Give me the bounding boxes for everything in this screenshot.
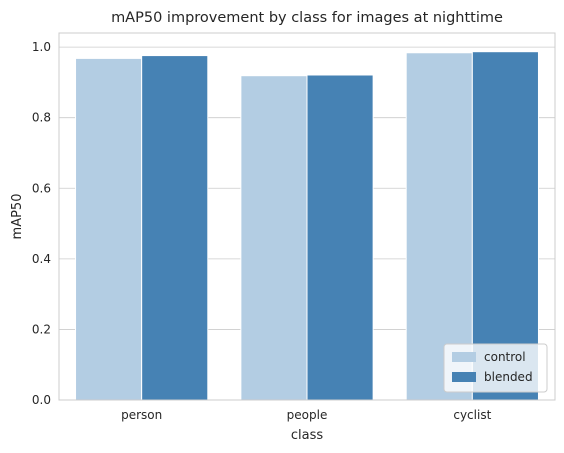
y-tick-label: 0.2 <box>32 322 51 336</box>
y-tick-label: 0.4 <box>32 252 51 266</box>
bar-blended-people <box>306 74 374 401</box>
bar-control-people <box>240 75 308 401</box>
y-tick-labels: 0.0 0.2 0.4 0.6 0.8 1.0 <box>32 40 51 407</box>
x-tick-labels: person people cyclist <box>121 408 491 422</box>
legend: control blended <box>443 343 548 393</box>
y-tick-label: 0.0 <box>32 393 51 407</box>
x-axis-title: class <box>291 428 323 443</box>
legend-label-control: control <box>484 350 526 364</box>
x-tick-label: people <box>287 408 328 422</box>
chart-title: mAP50 improvement by class for images at… <box>111 10 503 26</box>
y-tick-label: 0.6 <box>32 181 51 195</box>
legend-swatch-control <box>452 352 476 362</box>
legend-swatch-blended <box>452 372 476 382</box>
bar-blended-cyclist <box>471 51 539 401</box>
legend-label-blended: blended <box>484 370 533 384</box>
x-tick-label: cyclist <box>453 408 491 422</box>
bar-blended-person <box>141 55 209 401</box>
y-tick-label: 0.8 <box>32 111 51 125</box>
y-tick-label: 1.0 <box>32 40 51 54</box>
bar-control-cyclist <box>405 52 473 401</box>
bar-control-person <box>75 57 143 401</box>
plot-frame <box>58 32 556 401</box>
x-tick-label: person <box>121 408 162 422</box>
bars <box>75 51 539 401</box>
y-axis-title: mAP50 <box>10 194 25 240</box>
